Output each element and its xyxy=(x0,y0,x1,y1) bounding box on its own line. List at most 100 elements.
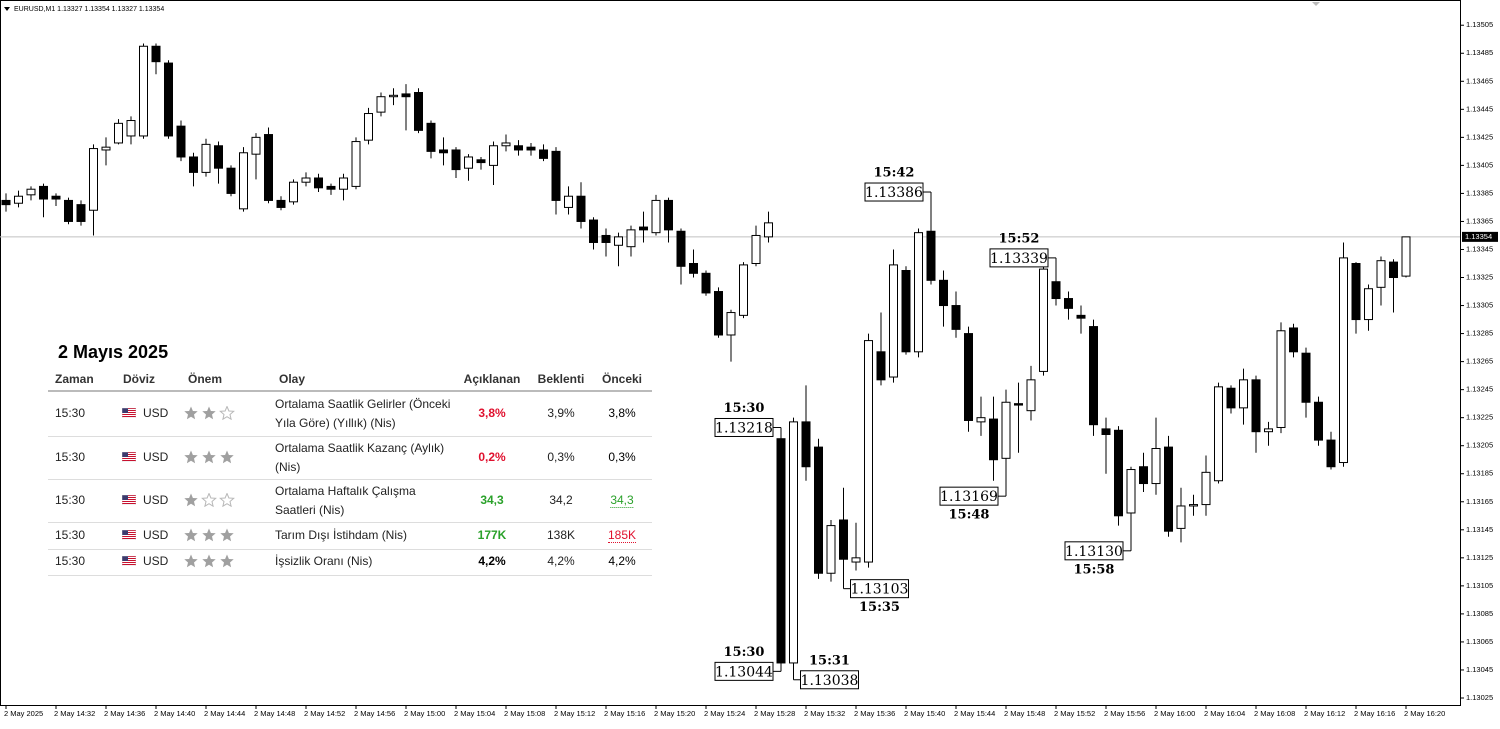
y-tick-label: 1.13125 xyxy=(1466,553,1493,562)
row-separator xyxy=(48,479,652,480)
candle-body xyxy=(1176,505,1186,529)
annotation-box xyxy=(800,670,859,690)
annotation-box xyxy=(714,661,774,681)
current-price-label: 1.13354 xyxy=(1465,232,1492,241)
candle-body xyxy=(764,222,773,238)
candle-body xyxy=(576,195,586,222)
candle-body xyxy=(464,156,473,169)
annotation-box xyxy=(989,248,1049,268)
event-time: 15:30 xyxy=(55,406,86,420)
x-tick-label: 2 May 15:40 xyxy=(904,709,945,718)
candle-body xyxy=(989,418,998,461)
y-tick-label: 1.13165 xyxy=(1466,497,1493,506)
candle-body xyxy=(26,188,36,196)
x-tick-label: 2 May 15:36 xyxy=(854,709,895,718)
event-name: Tarım Dışı İstihdam (Nis) xyxy=(275,527,408,542)
x-tick-label: 2 May 15:28 xyxy=(754,709,795,718)
candle-body xyxy=(289,181,298,203)
candle-body xyxy=(639,226,648,231)
row-separator xyxy=(48,575,652,576)
candle-body xyxy=(364,113,373,141)
y-tick-label: 1.13105 xyxy=(1466,581,1493,590)
symbol-menu-arrow[interactable] xyxy=(4,7,10,11)
candle-body xyxy=(1276,330,1286,428)
y-tick-label: 1.13225 xyxy=(1466,413,1493,422)
candle-body xyxy=(1289,327,1298,353)
star xyxy=(220,554,234,568)
candle-body xyxy=(889,264,898,378)
candle-body xyxy=(114,122,123,144)
star xyxy=(184,528,198,541)
importance-stars xyxy=(184,492,235,507)
x-tick-label: 2 May 14:40 xyxy=(154,709,195,718)
x-tick-label: 2 May 15:24 xyxy=(704,709,745,718)
x-tick-label: 2 May 15:20 xyxy=(654,709,695,718)
candle-body xyxy=(1189,504,1198,507)
y-tick-label: 1.13485 xyxy=(1466,48,1493,57)
previous: 185K xyxy=(607,527,637,543)
candle-body xyxy=(964,333,973,421)
candle-body xyxy=(414,92,423,131)
currency: USD xyxy=(143,449,169,464)
y-tick-label: 1.13045 xyxy=(1466,665,1493,674)
y-tick-label: 1.13505 xyxy=(1466,20,1493,29)
x-tick-label: 2 May 16:08 xyxy=(1254,709,1295,718)
candle-body xyxy=(1239,379,1248,409)
candle-body xyxy=(251,136,261,155)
candle-body xyxy=(151,45,161,63)
candle-body xyxy=(401,93,411,98)
candle-body xyxy=(701,272,711,294)
candle-body xyxy=(1351,262,1361,321)
x-tick-label: 2 May 15:08 xyxy=(504,709,545,718)
star xyxy=(201,492,217,507)
previous: 0,3% xyxy=(608,449,636,464)
candle-body xyxy=(801,421,811,468)
row-separator xyxy=(48,522,652,523)
candle-body xyxy=(839,519,848,560)
x-tick-label: 2 May 14:44 xyxy=(204,709,245,718)
candle-body xyxy=(1101,428,1111,435)
x-tick-label: 2 May 15:00 xyxy=(404,709,445,718)
forecast: 34,2 xyxy=(549,492,573,507)
candle-body xyxy=(451,149,461,171)
candle-body xyxy=(301,177,311,183)
annotation-box xyxy=(714,417,774,437)
x-tick-label: 2 May 15:52 xyxy=(1054,709,1095,718)
y-tick-label: 1.13025 xyxy=(1466,693,1493,702)
y-tick-label: 1.13325 xyxy=(1466,272,1493,281)
candle-body xyxy=(1151,448,1161,485)
column-header: Döviz xyxy=(123,372,156,386)
chart-header: EURUSD,M1 1.13327 1.13354 1.13327 1.1335… xyxy=(14,6,164,13)
actual: 4,2% xyxy=(478,554,506,568)
candle-body xyxy=(776,438,786,664)
star xyxy=(219,492,235,507)
annotation-time: 15:30 xyxy=(724,401,765,416)
annotation-price: 1.13169 xyxy=(940,489,998,505)
star xyxy=(220,450,234,463)
candle-body xyxy=(439,149,448,154)
y-tick-label: 1.13205 xyxy=(1466,441,1493,450)
candle-body xyxy=(614,236,623,246)
candle-body xyxy=(1364,288,1373,321)
x-tick-label: 2 May 16:04 xyxy=(1204,709,1245,718)
candle-body xyxy=(1164,446,1173,532)
candle-body xyxy=(89,148,98,211)
actual: 34,3 xyxy=(480,492,504,507)
candle-body xyxy=(1,199,11,206)
star xyxy=(184,554,198,568)
candle-body xyxy=(176,125,186,158)
annotation-time: 15:58 xyxy=(1074,562,1115,577)
candle-body xyxy=(14,195,23,204)
candle-body xyxy=(1201,471,1211,506)
event-time: 15:30 xyxy=(55,449,86,464)
x-tick-label: 2 May 15:56 xyxy=(1104,709,1145,718)
event-name: Ortalama Saatlik Kazanç (Aylık) (Nis) xyxy=(275,440,445,474)
candle-body xyxy=(1014,403,1023,406)
event-name: Ortalama Haftalık Çalışma Saatleri (Nis) xyxy=(275,483,416,517)
candle-body xyxy=(564,195,573,208)
y-tick-label: 1.13365 xyxy=(1466,216,1493,225)
currency-flag xyxy=(122,408,136,418)
actual: 3,8% xyxy=(478,406,506,420)
currency: USD xyxy=(143,492,169,507)
